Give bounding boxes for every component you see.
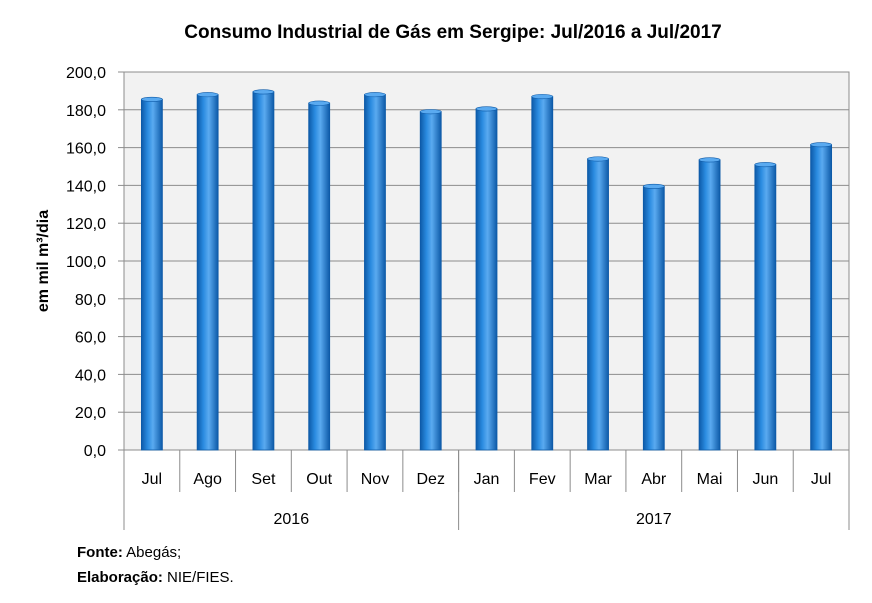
x-tick-label: Jan (474, 471, 500, 488)
bar-cap (364, 92, 386, 98)
bar (252, 89, 275, 451)
y-tick-label: 0,0 (84, 443, 106, 460)
x-tick-label: Out (306, 471, 332, 488)
bar-body (475, 108, 498, 451)
bar (196, 92, 219, 451)
y-tick-label: 60,0 (75, 330, 106, 347)
source-note: Fonte: Abegás; (77, 544, 181, 561)
bar-body (642, 185, 665, 451)
bar-cap (196, 92, 219, 98)
bar-body (698, 159, 721, 451)
x-tick-label: Mar (584, 471, 612, 488)
y-tick-label: 120,0 (66, 216, 106, 233)
bars (140, 89, 833, 451)
bar (308, 100, 331, 451)
credit-label: Elaboração: (77, 569, 163, 586)
bar-body (308, 102, 331, 451)
bar-cap (643, 183, 665, 189)
bar (419, 109, 442, 451)
bar-body (364, 94, 386, 451)
x-tick-label: Abr (641, 471, 667, 488)
y-tick-label: 20,0 (75, 405, 106, 422)
y-tick-label: 200,0 (66, 65, 106, 82)
x-tick-label: Jul (142, 471, 162, 488)
bar-body (587, 158, 609, 451)
bar (475, 106, 498, 451)
bar-body (140, 99, 163, 451)
bar-body (531, 96, 554, 451)
bar-cap (475, 106, 498, 112)
y-tick-label: 180,0 (66, 103, 106, 120)
x-axis: Jul Ago Set Out Nov Dez Jan Fev Mar Abr Mai Jun Jul 2… (123, 450, 850, 530)
y-tick-label: 80,0 (75, 292, 106, 309)
y-tick-label: 100,0 (66, 254, 106, 271)
x-tick-label: Mai (697, 471, 723, 488)
x-tick-label: Dez (417, 471, 445, 488)
bar-cap (141, 96, 163, 102)
x-tick-label: Jul (811, 471, 831, 488)
bar (531, 94, 554, 451)
bar-cap (252, 89, 275, 95)
credit-note: Elaboração: NIE/FIES. (77, 569, 234, 586)
bar-body (196, 94, 219, 451)
bar-cap (419, 109, 442, 115)
bar (698, 157, 721, 451)
bar-body (419, 111, 442, 451)
x-tick-label: Set (251, 471, 276, 488)
y-tick-label: 140,0 (66, 178, 106, 195)
x-group-label: 2016 (274, 511, 310, 528)
bar-cap (587, 156, 609, 162)
bar (140, 96, 163, 451)
chart-title: Consumo Industrial de Gás em Sergipe: Ju… (184, 22, 721, 43)
x-tick-label: Jun (752, 471, 778, 488)
bar (810, 142, 833, 451)
bar-body (252, 91, 275, 451)
bar (754, 162, 777, 451)
bar (587, 156, 609, 451)
bar-cap (754, 162, 777, 168)
bar-body (754, 164, 777, 451)
credit-value: NIE/FIES. (167, 569, 234, 586)
bar-cap (308, 100, 330, 106)
source-value: Abegás; (126, 544, 182, 561)
source-label: Fonte: (77, 544, 123, 561)
bar (642, 183, 665, 451)
y-axis-label: em mil m³/dia (35, 210, 52, 312)
y-axis-ticks: 0,0 20,0 40,0 60,0 80,0 100,0 120,0 140,0 160,0 1… (66, 65, 124, 460)
x-tick-label: Fev (529, 471, 556, 488)
y-tick-label: 40,0 (75, 367, 106, 384)
x-group-label: 2017 (636, 511, 672, 528)
x-tick-label: Nov (361, 471, 389, 488)
y-tick-label: 160,0 (66, 141, 106, 158)
bar-cap (810, 142, 832, 148)
x-tick-label: Ago (193, 471, 222, 488)
bar-body (810, 144, 833, 451)
bar-cap (531, 94, 554, 100)
bar-cap (698, 157, 721, 163)
bar (364, 92, 386, 451)
